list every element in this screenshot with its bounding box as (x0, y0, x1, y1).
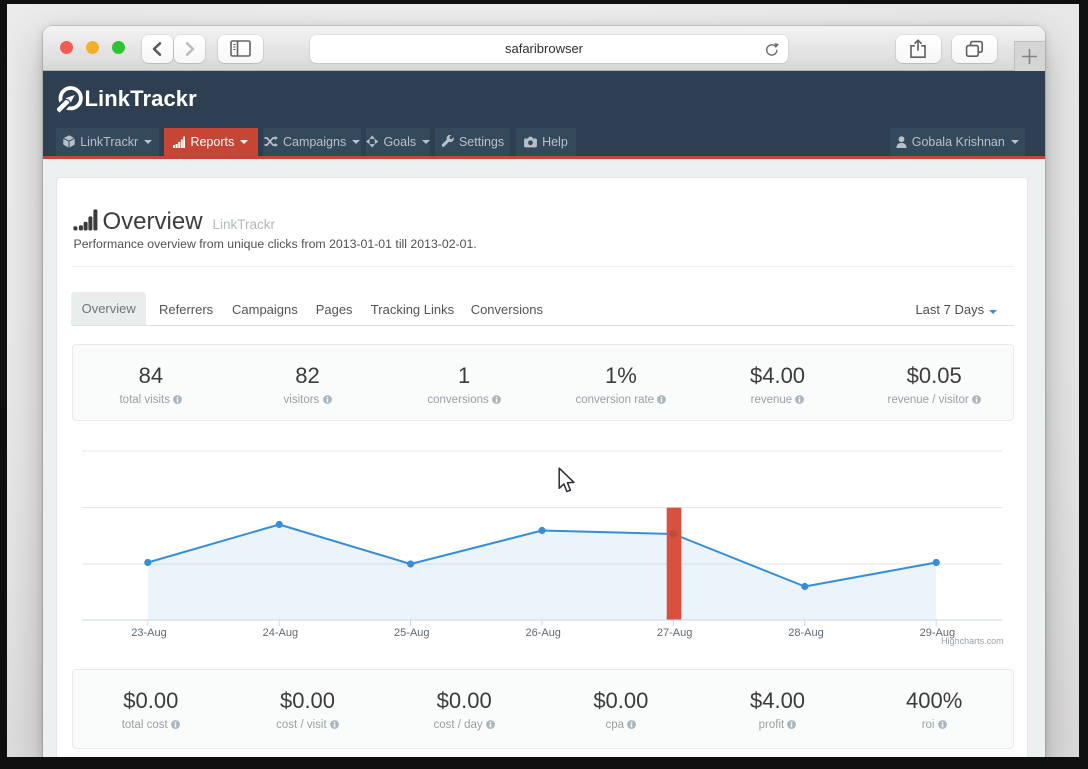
svg-text:27-Aug: 27-Aug (656, 627, 691, 639)
svg-text:23-Aug: 23-Aug (131, 627, 166, 639)
svg-text:24-Aug: 24-Aug (262, 627, 297, 639)
svg-text:28-Aug: 28-Aug (788, 627, 823, 639)
svg-text:26-Aug: 26-Aug (525, 627, 560, 639)
svg-text:Highcharts.com: Highcharts.com (941, 636, 1004, 646)
svg-text:25-Aug: 25-Aug (394, 627, 429, 639)
svg-text:29-Aug: 29-Aug (919, 627, 954, 639)
